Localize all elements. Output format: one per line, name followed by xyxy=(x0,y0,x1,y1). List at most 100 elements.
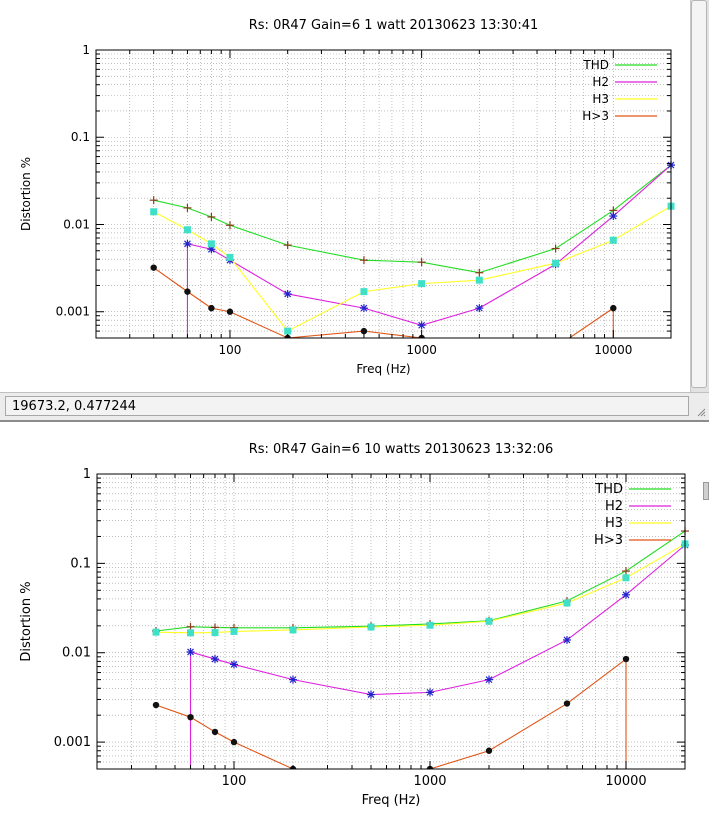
data-point-h3-8 xyxy=(563,599,571,607)
data-point-h_gt3-6 xyxy=(485,747,493,754)
y-tick-label: 1 xyxy=(82,43,90,57)
legend-label-h_gt3: H>3 xyxy=(594,533,623,548)
series-line-h2 xyxy=(187,164,672,326)
axis-ticks xyxy=(96,473,686,770)
axis-ticks xyxy=(95,49,672,339)
legend-label-h2: H2 xyxy=(605,499,623,514)
data-point-h3-5 xyxy=(360,288,368,296)
data-point-h2-0 xyxy=(186,647,195,656)
chart-title: Rs: 0R47 Gain=6 10 watts 20130623 13:32:… xyxy=(249,442,554,457)
legend-label-h3: H3 xyxy=(592,92,609,106)
data-point-h2-1 xyxy=(211,655,220,664)
y-tick-label: 0.01 xyxy=(63,217,90,231)
y-tick-label: 0.1 xyxy=(71,130,90,144)
plot-window-1: 100 1000 10000 1 0.1 0.01 0.001 Rs: 0R47 Gain=6… xyxy=(0,0,709,422)
data-point-thd-1 xyxy=(183,203,192,212)
x-tick-label: 10000 xyxy=(605,774,646,789)
x-tick-label: 1000 xyxy=(406,343,437,357)
y-axis-label: Distortion % xyxy=(19,157,33,231)
data-point-thd-2 xyxy=(207,212,216,221)
data-point-h3-7 xyxy=(485,617,493,625)
legend-label-h3: H3 xyxy=(605,516,623,531)
data-point-h_gt3-8 xyxy=(610,304,617,312)
data-point-h_gt3-3 xyxy=(230,738,238,746)
plot-border xyxy=(95,49,672,339)
x-tick-label: 100 xyxy=(219,343,242,357)
data-point-h_gt3-7 xyxy=(563,700,571,707)
grid xyxy=(96,473,686,770)
y-tick-label: 0.01 xyxy=(62,646,91,661)
status-bar: 19673.2, 0.477244 xyxy=(0,392,709,422)
y-tick-label: 0.001 xyxy=(56,305,90,319)
scroll-thumb-1[interactable] xyxy=(691,0,707,388)
data-point-h_gt3-5 xyxy=(360,327,368,335)
data-point-h2-5 xyxy=(417,321,426,330)
data-point-h3-8 xyxy=(552,259,560,267)
data-point-h_gt3-3 xyxy=(226,308,234,315)
data-point-h3-7 xyxy=(475,276,483,284)
x-tick-label: 100 xyxy=(222,774,247,789)
plot-border xyxy=(96,473,686,770)
series-line-h_gt3 xyxy=(155,658,627,770)
data-point-h3-5 xyxy=(367,623,375,631)
data-point-h3-3 xyxy=(230,627,238,635)
legend-label-thd: THD xyxy=(594,482,623,497)
data-point-h3-1 xyxy=(187,629,195,637)
y-tick-label: 0.001 xyxy=(54,735,91,750)
data-point-h3-3 xyxy=(226,253,234,261)
data-point-h_gt3-1 xyxy=(187,713,194,721)
chart-10w: 100 1000 10000 1 0.1 0.01 0.001 Rs: 0R47 Gain=6… xyxy=(19,442,689,808)
data-point-h2-8 xyxy=(609,212,618,221)
data-point-h_gt3-0 xyxy=(152,701,160,709)
grid xyxy=(95,49,672,339)
data-point-h3-0 xyxy=(150,208,158,216)
data-point-h2-6 xyxy=(475,304,484,313)
y-tick-label: 0.1 xyxy=(70,556,91,571)
data-point-h3-6 xyxy=(426,621,434,629)
data-point-h2-6 xyxy=(485,675,493,684)
data-point-thd-4 xyxy=(283,241,292,250)
data-point-h_gt3-8 xyxy=(622,655,630,663)
series-line-h3 xyxy=(155,543,686,634)
data-point-h2-4 xyxy=(366,690,375,699)
legend-label-h_gt3: H>3 xyxy=(582,109,609,123)
data-point-h_gt3-2 xyxy=(211,728,219,736)
plot-window-10w: 100 1000 10000 1 0.1 0.01 0.001 Rs: 0R47 Gain=6… xyxy=(0,420,709,820)
data-point-h2-8 xyxy=(621,590,630,599)
data-point-thd-3 xyxy=(225,221,234,230)
data-point-h2-3 xyxy=(283,289,292,298)
y-tick-label: 1 xyxy=(83,467,91,482)
data-point-h_gt3-1 xyxy=(184,288,191,295)
right-edge-handle[interactable] xyxy=(703,482,709,500)
scrollbar-1[interactable] xyxy=(690,0,709,392)
data-point-h2-5 xyxy=(425,688,434,697)
chart-title: Rs: 0R47 Gain=6 1 watt 20130623 13:30:41 xyxy=(249,18,539,33)
data-point-h2-4 xyxy=(359,304,368,313)
data-point-h_gt3-2 xyxy=(208,304,215,312)
resize-grip-icon[interactable] xyxy=(696,407,706,417)
data-point-h3-2 xyxy=(207,240,215,248)
x-tick-label: 1000 xyxy=(413,774,446,789)
data-point-h_gt3-0 xyxy=(150,264,157,271)
data-point-h2-7 xyxy=(562,635,571,644)
data-point-h3-9 xyxy=(622,574,630,582)
data-point-h3-1 xyxy=(183,226,191,234)
data-point-h2-3 xyxy=(289,675,297,684)
series-line-h2 xyxy=(190,544,686,696)
x-axis-label: Freq (Hz) xyxy=(362,793,421,808)
data-point-thd-9 xyxy=(621,567,630,576)
data-point-h3-9 xyxy=(609,236,617,244)
data-point-h3-6 xyxy=(418,280,426,288)
coordinate-readout: 19673.2, 0.477244 xyxy=(5,396,689,416)
legend-label-thd: THD xyxy=(582,58,609,72)
data-point-h2-0 xyxy=(183,239,192,248)
data-point-thd-0 xyxy=(149,196,158,205)
data-point-h3-2 xyxy=(211,629,219,637)
data-point-thd-6 xyxy=(417,258,426,267)
legend: THD H2 H3 H>3 xyxy=(582,58,657,123)
legend-label-h2: H2 xyxy=(592,75,609,89)
x-axis-label: Freq (Hz) xyxy=(356,362,410,376)
chart-1w: 100 1000 10000 1 0.1 0.01 0.001 Rs: 0R47 Gain=6… xyxy=(19,18,675,376)
data-point-h3-0 xyxy=(152,628,160,636)
x-tick-label: 10000 xyxy=(594,343,632,357)
